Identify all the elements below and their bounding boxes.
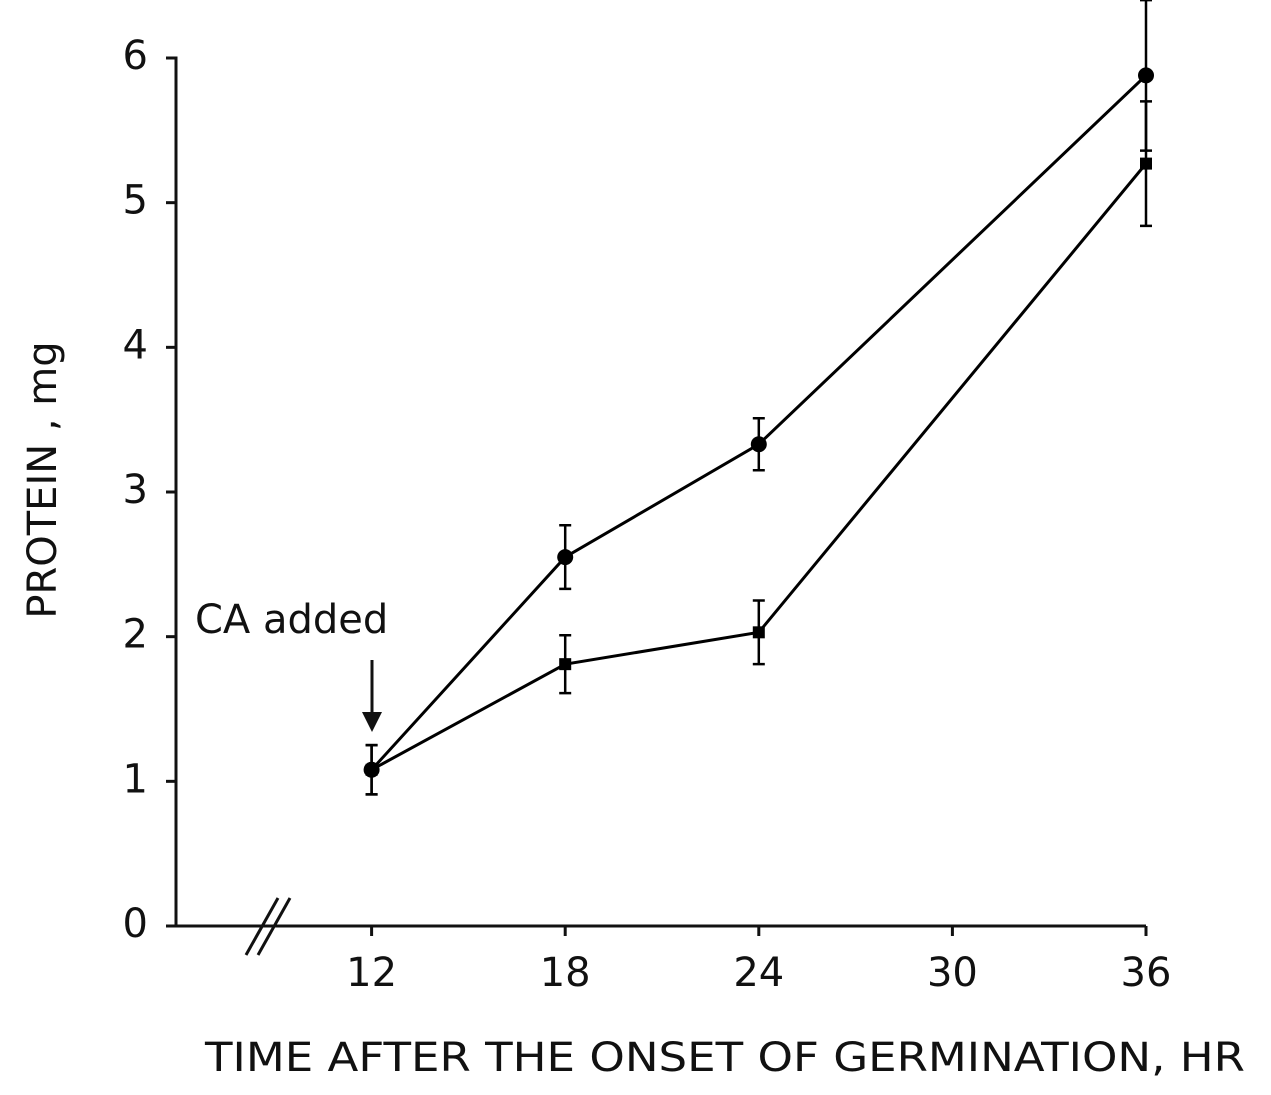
y-tick-label: 1 xyxy=(123,756,148,802)
point xyxy=(750,436,767,453)
x-tick-label: 24 xyxy=(733,950,784,996)
y-tick-label: 5 xyxy=(123,178,148,224)
y-tick-label: 2 xyxy=(123,612,148,658)
point xyxy=(559,658,572,671)
axis-break xyxy=(244,897,280,956)
axes xyxy=(168,56,1146,928)
point xyxy=(557,549,574,566)
point xyxy=(1138,67,1154,84)
point xyxy=(365,763,378,776)
y-tick-label: 0 xyxy=(123,901,148,947)
arrow-head xyxy=(362,712,382,732)
point xyxy=(752,626,765,639)
y-axis-label: PROTEIN , mg xyxy=(20,341,66,618)
y-tick-label: 4 xyxy=(123,322,148,368)
annotation: CA added xyxy=(195,597,388,643)
point xyxy=(1140,157,1152,170)
x-tick-label: 36 xyxy=(1121,950,1172,996)
x-axis-label: TIME AFTER THE ONSET OF GERMINATION, HR xyxy=(204,1035,1245,1081)
y-tick-label: 6 xyxy=(123,33,148,79)
axis-break xyxy=(256,897,292,956)
x-tick-label: 12 xyxy=(346,950,397,996)
x-tick-label: 30 xyxy=(927,950,978,996)
y-tick-label: 3 xyxy=(123,467,148,513)
series-line xyxy=(370,74,1148,771)
x-tick-label: 18 xyxy=(540,950,591,996)
series-line xyxy=(370,162,1148,772)
